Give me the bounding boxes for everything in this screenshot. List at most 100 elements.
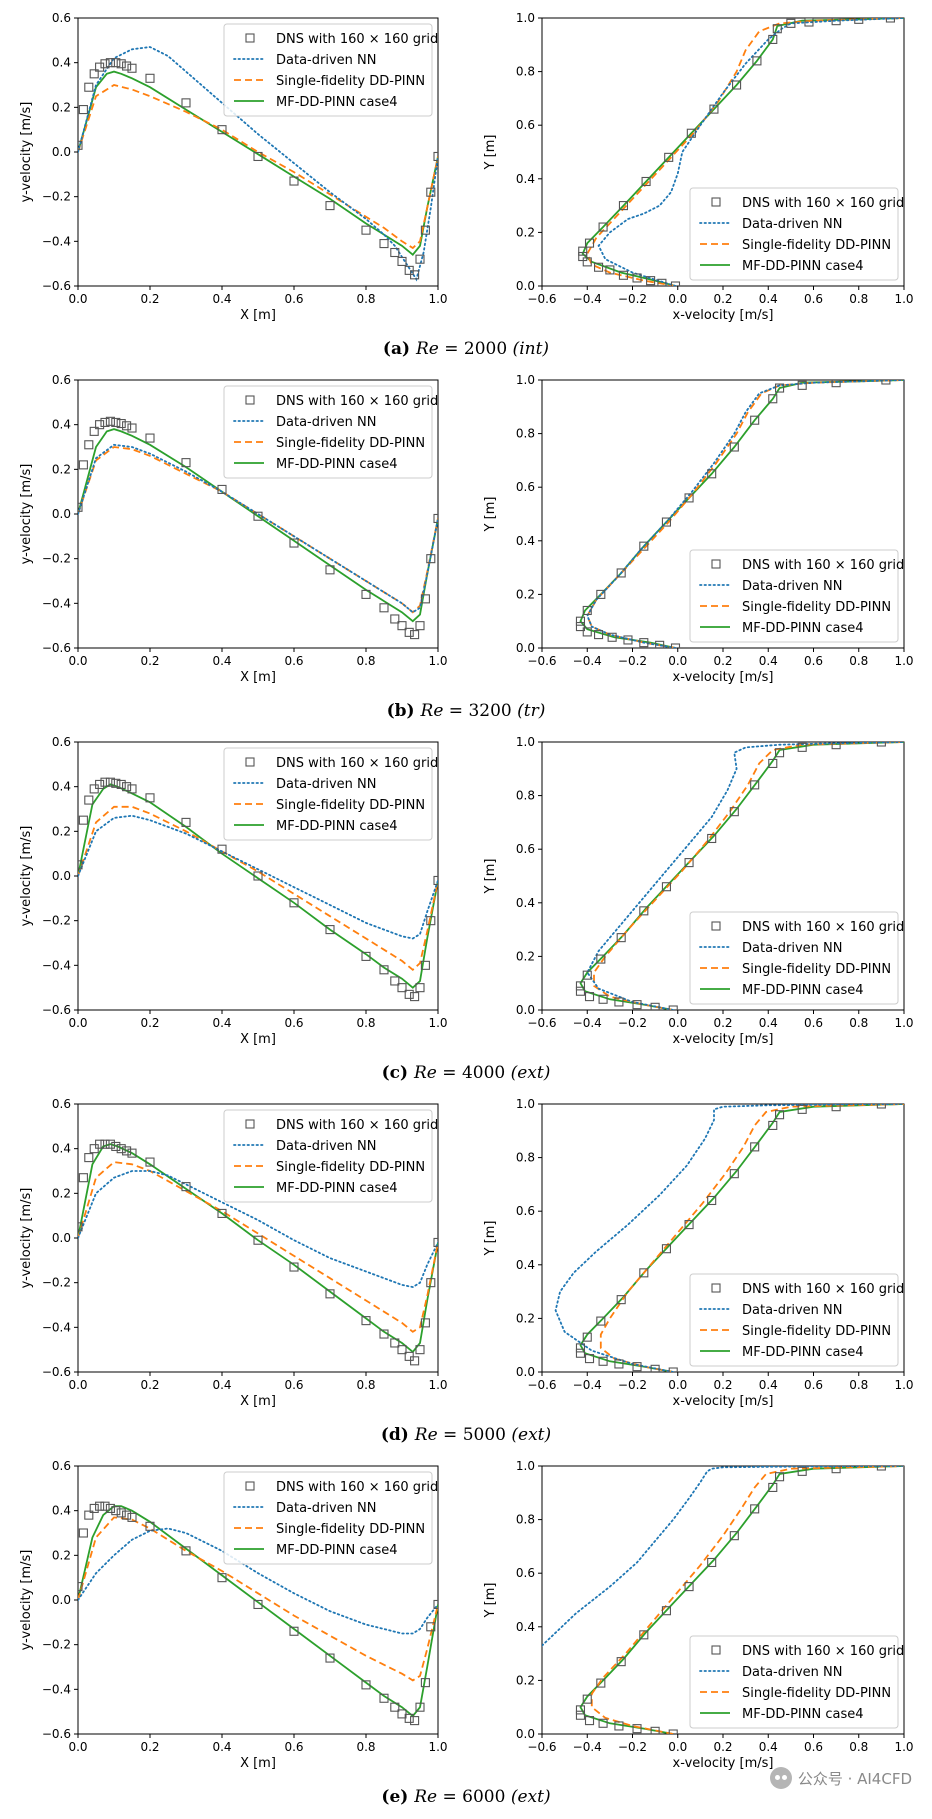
chart-0-series-dashed bbox=[78, 84, 438, 250]
chart-0-dns-marker bbox=[361, 225, 371, 235]
caption-panel-letter: a bbox=[391, 339, 402, 359]
chart-3-xtick-label: −0.2 bbox=[618, 654, 647, 668]
chart-5-ytick-label: 0.4 bbox=[516, 896, 535, 910]
chart-6-dns-marker bbox=[145, 1157, 155, 1167]
chart-6-dns-marker bbox=[289, 1262, 299, 1272]
caption-panel-letter: d bbox=[389, 1425, 401, 1445]
chart-9-dns-marker bbox=[775, 1472, 785, 1482]
chart-3-legend-label: DNS with 160 × 160 grid bbox=[742, 558, 904, 573]
chart-5-ytick-label: 0.6 bbox=[516, 842, 535, 856]
chart-4-dns-marker bbox=[433, 875, 438, 886]
chart-7-ytick-label: 0.2 bbox=[516, 1311, 535, 1325]
chart-5-ytick-label: 0.2 bbox=[516, 949, 535, 963]
watermark: 公众号 · AI4CFD bbox=[769, 1767, 912, 1789]
caption-re-symbol: Re bbox=[415, 339, 439, 359]
chart-4-dns-marker bbox=[116, 779, 126, 789]
chart-1-legend-label: Data-driven NN bbox=[742, 217, 842, 232]
chart-3-dns-marker bbox=[670, 643, 681, 648]
chart-1-legend-marker bbox=[711, 197, 721, 207]
chart-9-ytick-label: 0.4 bbox=[516, 1620, 535, 1634]
chart-5-dns-marker bbox=[639, 906, 649, 916]
chart-1-dns-marker bbox=[664, 152, 674, 162]
caption-regime: ext bbox=[517, 1787, 544, 1807]
caption-re-symbol: Re bbox=[414, 1425, 438, 1445]
chart-9-xtick-label: −0.6 bbox=[527, 1740, 556, 1754]
chart-4-dns-marker bbox=[122, 782, 132, 792]
chart-9-series-dashed bbox=[590, 1466, 904, 1734]
chart-5-dns-marker bbox=[596, 954, 606, 964]
chart-1-xtick-label: 0.0 bbox=[668, 292, 687, 306]
caption-paren-close: ) bbox=[407, 701, 421, 721]
chart-0-dns-marker bbox=[379, 239, 389, 249]
chart-6-dns-marker bbox=[111, 1141, 121, 1151]
caption-regime: ext bbox=[518, 1425, 545, 1445]
chart-4-xtick-label: 0.0 bbox=[68, 1016, 87, 1030]
chart-2-dns-marker bbox=[415, 621, 425, 631]
chart-9-legend-marker bbox=[711, 1645, 721, 1655]
chart-2-ytick-label: −0.2 bbox=[42, 552, 71, 566]
chart-6-dns-marker bbox=[415, 1345, 425, 1355]
chart-4-xlabel: X [m] bbox=[240, 1032, 276, 1047]
chart-2-dns-marker bbox=[420, 594, 430, 604]
chart-1-series-dashed bbox=[586, 18, 904, 286]
chart-1-ylabel: Y [m] bbox=[483, 135, 498, 171]
chart-4-dns-marker bbox=[100, 777, 110, 787]
chart-8-legend bbox=[223, 1471, 433, 1565]
chart-9-dns-marker bbox=[797, 1466, 807, 1476]
chart-4-series-dashed bbox=[78, 805, 438, 971]
chart-1-legend-label: Single-fidelity DD-PINN bbox=[742, 238, 891, 253]
chart-8-dns-marker bbox=[325, 1653, 335, 1663]
chart-8-dns-marker bbox=[122, 1510, 132, 1520]
chart-3-dns-marker bbox=[582, 627, 592, 637]
caption-regime-close: ) bbox=[543, 1787, 551, 1807]
caption-regime-open: ( bbox=[512, 701, 524, 721]
chart-9-dns-marker bbox=[768, 1482, 778, 1492]
chart-7-legend-label: DNS with 160 × 160 grid bbox=[742, 1282, 904, 1297]
caption-paren-open: ( bbox=[383, 339, 391, 359]
chart-0-dns-marker bbox=[122, 61, 132, 71]
chart-6-ytick-label: −0.6 bbox=[42, 1365, 71, 1379]
chart-4-dns-marker bbox=[105, 777, 115, 787]
chart-4-dns-marker bbox=[415, 983, 425, 993]
chart-8-dns-marker bbox=[100, 1501, 110, 1511]
chart-3-ytick-label: 0.0 bbox=[516, 641, 535, 655]
chart-6-series-dotted bbox=[78, 1170, 438, 1289]
caption-paren-close: ) bbox=[400, 1063, 414, 1083]
caption-d: (d) Re = 5000 (ext) bbox=[381, 1425, 551, 1445]
chart-7-xlabel: x-velocity [m/s] bbox=[673, 1394, 774, 1409]
chart-7-dns-marker bbox=[768, 1120, 778, 1130]
chart-5-dns-marker bbox=[775, 748, 785, 758]
chart-4-dns-marker bbox=[390, 976, 400, 986]
chart-2-dns-marker bbox=[84, 440, 94, 450]
chart-9-xtick-label: 0.6 bbox=[804, 1740, 823, 1754]
chart-2-ytick-label: 0.4 bbox=[52, 418, 71, 432]
chart-2-xtick-label: 0.8 bbox=[356, 654, 375, 668]
chart-4-legend bbox=[223, 747, 433, 841]
chart-0-dns-marker bbox=[78, 140, 83, 150]
chart-2-xtick-label: 1.0 bbox=[428, 654, 447, 668]
chart-3-dns-marker bbox=[881, 380, 891, 385]
chart-1-legend-label: DNS with 160 × 160 grid bbox=[742, 196, 904, 211]
chart-6-dns-marker bbox=[390, 1338, 400, 1348]
chart-8-dns-marker bbox=[105, 1503, 115, 1513]
chart-9-xtick-label: 0.2 bbox=[713, 1740, 732, 1754]
chart-8-dns-marker bbox=[253, 1599, 263, 1610]
chart-5-legend-label: DNS with 160 × 160 grid bbox=[742, 920, 904, 935]
chart-3-dns-marker bbox=[582, 605, 592, 616]
chart-2-legend-label: Single-fidelity DD-PINN bbox=[276, 436, 425, 451]
chart-6-dns-marker bbox=[420, 1318, 430, 1328]
chart-5-dns-marker bbox=[575, 986, 586, 996]
chart-5-legend-label: MF-DD-PINN case4 bbox=[742, 983, 864, 998]
chart-8-xtick-label: 0.2 bbox=[140, 1740, 159, 1754]
chart-7-ytick-label: 0.8 bbox=[516, 1151, 535, 1165]
chart-5-dns-marker bbox=[582, 970, 592, 980]
chart-8-ylabel: y-velocity [m/s] bbox=[19, 1550, 34, 1651]
chart-7-ylabel: Y [m] bbox=[483, 1221, 498, 1257]
chart-2-ytick-label: −0.4 bbox=[42, 596, 71, 610]
chart-4-legend-label: MF-DD-PINN case4 bbox=[276, 819, 398, 834]
chart-2-xtick-label: 0.4 bbox=[212, 654, 231, 668]
chart-5-dns-marker bbox=[614, 997, 624, 1007]
chart-7-dns-marker bbox=[876, 1104, 886, 1109]
chart-9-xtick-label: −0.2 bbox=[618, 1740, 647, 1754]
chart-1-dns-marker bbox=[786, 18, 796, 28]
